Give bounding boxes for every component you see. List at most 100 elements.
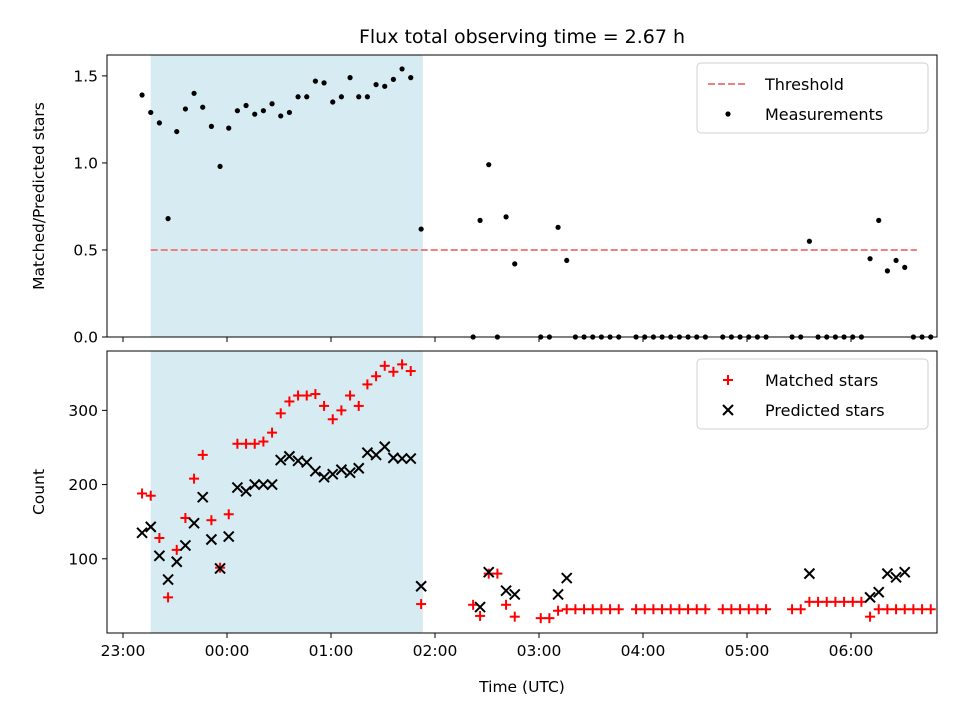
y-tick-label: 0.0 [73, 329, 98, 347]
legend-predicted-swatch [722, 404, 734, 416]
y-tick-label: 1.0 [73, 154, 98, 172]
data-point [512, 261, 518, 267]
data-point [361, 446, 374, 459]
data-point [806, 238, 813, 244]
data-point [509, 588, 521, 601]
x-b [292, 455, 304, 467]
data-point [364, 94, 370, 100]
x-b [509, 588, 521, 601]
y-axis-label: Matched/Predicted stars [30, 102, 48, 290]
legend-matched-swatch [723, 375, 733, 385]
chart-title: Flux total observing time = 2.67 h [359, 26, 685, 48]
x-b [396, 452, 408, 465]
data-point [561, 604, 572, 615]
axes-frame [106, 350, 938, 634]
data-point [787, 604, 798, 615]
data-point [474, 601, 486, 613]
x-b [197, 491, 209, 503]
data-point [293, 390, 304, 401]
data-point [405, 366, 416, 377]
data-point [613, 604, 624, 615]
x-axis-label: Time (UTC) [478, 678, 565, 696]
data-point [864, 591, 876, 604]
data-point [397, 359, 408, 370]
x-b [240, 485, 252, 497]
x-b [344, 466, 356, 479]
legend-bottom [696, 358, 929, 430]
data-point [418, 226, 424, 232]
data-point [564, 257, 570, 264]
data-point [335, 464, 348, 476]
data-point [665, 604, 676, 615]
data-point [605, 604, 616, 615]
data-point [803, 567, 816, 580]
data-point [191, 90, 197, 96]
data-point [804, 596, 815, 607]
data-point [284, 396, 295, 407]
data-point [477, 217, 483, 223]
data-point [269, 101, 275, 107]
data-point [137, 488, 148, 499]
data-point [136, 527, 148, 539]
x-b [257, 478, 270, 491]
data-point [587, 604, 598, 615]
data-point [657, 604, 668, 615]
data-point [865, 611, 876, 622]
legend-measurements-label: Measurements [765, 105, 883, 124]
data-point [555, 224, 561, 230]
data-point [283, 450, 296, 463]
y-tick-label: 100 [68, 550, 98, 568]
data-point [356, 94, 362, 100]
data-point [503, 214, 509, 220]
data-point [310, 389, 321, 400]
x-b [283, 450, 296, 463]
x-b [318, 471, 330, 483]
data-point [153, 550, 166, 562]
data-point [197, 491, 209, 503]
data-point [258, 436, 269, 447]
data-point [867, 256, 873, 262]
data-point [295, 94, 301, 100]
data-point [189, 473, 200, 484]
data-point [416, 599, 427, 610]
data-point [500, 584, 512, 597]
data-point [544, 613, 555, 624]
x-b [722, 404, 734, 416]
observing-window-band [150, 55, 423, 337]
legend-measurements-swatch [725, 111, 731, 117]
data-point [761, 604, 772, 615]
x-b [214, 562, 226, 575]
data-point [336, 405, 347, 416]
axes-frame [106, 54, 938, 338]
data-point [735, 604, 746, 615]
data-point [180, 512, 191, 523]
data-point [223, 509, 234, 520]
data-point [353, 462, 365, 474]
data-point [501, 599, 512, 610]
x-b [379, 441, 391, 453]
data-point [301, 456, 313, 469]
data-point [570, 604, 581, 615]
data-point [266, 478, 278, 491]
data-point [327, 414, 338, 425]
bottom-panel: 100 200 300 23:00 00:00 01:00 02:00 03:00 04:00 0… [30, 350, 938, 696]
data-point [899, 604, 910, 615]
x-b [266, 478, 278, 491]
data-point [286, 109, 292, 116]
x-b [864, 591, 876, 604]
data-point [486, 162, 492, 168]
x-b [231, 481, 244, 494]
data-point [390, 76, 396, 82]
legend-matched-label: Matched stars [765, 371, 878, 390]
data-point [379, 360, 390, 371]
data-point [330, 99, 336, 105]
data-point [182, 106, 188, 112]
x-b [370, 449, 382, 461]
data-point [373, 81, 379, 88]
data-point [234, 108, 240, 114]
data-point [249, 478, 261, 491]
data-point [884, 268, 891, 274]
data-point [223, 530, 235, 543]
x-b [162, 573, 174, 586]
